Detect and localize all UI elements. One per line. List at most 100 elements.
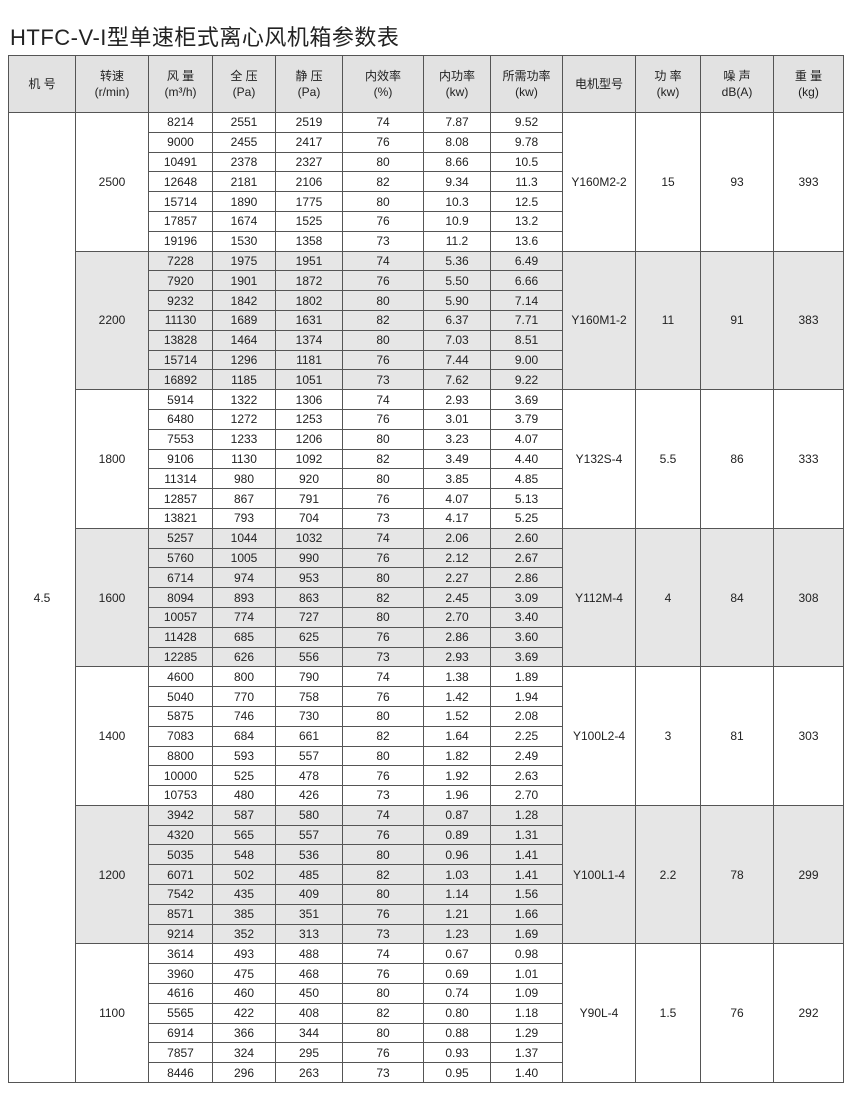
value-cell: 6480 — [148, 408, 213, 430]
noise: 86 — [700, 389, 774, 529]
value-cell: 11314 — [148, 468, 213, 490]
value-cell: 893 — [212, 587, 276, 608]
table-row: 11428 685 625 76 2.86 3.60 — [9, 626, 844, 648]
value-cell: 480 — [212, 785, 276, 806]
header-cell: 噪 声 dB(A) — [700, 55, 774, 113]
value-cell: 0.98 — [490, 943, 563, 965]
motor: Y90L-4 — [562, 943, 636, 1084]
value-cell: 1181 — [275, 349, 343, 371]
table-row: 7857 324 295 76 0.93 1.37 — [9, 1042, 844, 1064]
speed: 2200 — [75, 250, 149, 391]
value-cell: 536 — [275, 844, 343, 866]
value-cell: 867 — [212, 488, 276, 509]
value-cell: 8.08 — [423, 131, 491, 153]
value-cell: 76 — [342, 349, 424, 371]
header-cell: 电机型号 — [562, 55, 636, 113]
power: 1.5 — [635, 943, 701, 1084]
table-row: 8800 593 557 80 1.82 2.49 — [9, 745, 844, 767]
motor: Y112M-4 — [562, 527, 636, 668]
value-cell: 3.69 — [490, 389, 563, 410]
noise: 84 — [700, 527, 774, 668]
header-line: 功 率 — [654, 69, 682, 83]
value-cell: 9214 — [148, 923, 213, 945]
value-cell: 2.93 — [423, 646, 491, 668]
header-line: 噪 声 — [723, 69, 751, 83]
value-cell: 1.82 — [423, 745, 491, 767]
value-cell: 82 — [342, 171, 424, 193]
value-cell: 1.89 — [490, 666, 563, 688]
value-cell: 76 — [342, 626, 424, 648]
header-line: 机 号 — [28, 77, 56, 91]
value-cell: 1872 — [275, 270, 343, 292]
value-cell: 7.14 — [490, 290, 563, 311]
value-cell: 1.28 — [490, 804, 563, 826]
value-cell: 11.2 — [423, 230, 491, 252]
value-cell: 1.42 — [423, 686, 491, 707]
table-row: 1600 5257 1044 1032 74 2.06 2.60 Y112M-4 4 84 308 — [9, 527, 844, 668]
noise: 91 — [700, 250, 774, 391]
value-cell: 74 — [342, 389, 424, 410]
header-cell: 重 量 (kg) — [773, 55, 844, 113]
value-cell: 1.09 — [490, 983, 563, 1004]
value-cell: 76 — [342, 408, 424, 430]
value-cell: 587 — [212, 804, 276, 826]
value-cell: 74 — [342, 250, 424, 272]
value-cell: 352 — [212, 923, 276, 945]
value-cell: 0.93 — [423, 1042, 491, 1064]
value-cell: 8.66 — [423, 151, 491, 173]
header-line: (kw) — [515, 85, 538, 99]
value-cell: 2455 — [212, 131, 276, 153]
value-cell: 1.64 — [423, 725, 491, 747]
value-cell: 2106 — [275, 171, 343, 193]
table-row: 6714 974 953 80 2.27 2.86 — [9, 567, 844, 589]
value-cell: 5.90 — [423, 290, 491, 311]
value-cell: 2.08 — [490, 705, 563, 727]
value-cell: 80 — [342, 745, 424, 767]
value-cell: 980 — [212, 468, 276, 490]
table-row: 5040 770 758 76 1.42 1.94 — [9, 686, 844, 707]
value-cell: 8214 — [148, 112, 213, 133]
value-cell: 1.40 — [490, 1062, 563, 1084]
value-cell: 684 — [212, 725, 276, 747]
value-cell: 974 — [212, 567, 276, 589]
value-cell: 5257 — [148, 527, 213, 549]
value-cell: 6.49 — [490, 250, 563, 272]
value-cell: 3614 — [148, 943, 213, 965]
header-line: 全 压 — [230, 69, 258, 83]
table-row: 15714 1296 1181 76 7.44 9.00 — [9, 349, 844, 371]
header-line: dB(A) — [721, 85, 753, 99]
header-cell: 所需功率 (kw) — [490, 55, 563, 113]
value-cell: 7920 — [148, 270, 213, 292]
value-cell: 296 — [212, 1062, 276, 1084]
value-cell: 1890 — [212, 191, 276, 212]
value-cell: 80 — [342, 191, 424, 212]
header-row: 机 号 转速 (r/min) 风 量 (m³/h) 全 压 (Pa) 静 压 (Pa) 内效率 (%… — [8, 55, 844, 113]
value-cell: 2.06 — [423, 527, 491, 549]
value-cell: 7.71 — [490, 309, 563, 331]
value-cell: 1.03 — [423, 864, 491, 886]
value-cell: 80 — [342, 428, 424, 450]
value-cell: 1.41 — [490, 844, 563, 866]
value-cell: 366 — [212, 1022, 276, 1044]
table-row: 5035 548 536 80 0.96 1.41 — [9, 844, 844, 866]
header-line: (%) — [373, 85, 393, 99]
value-cell: 9106 — [148, 448, 213, 470]
header-line: 重 量 — [794, 69, 823, 83]
table-row: 15714 1890 1775 80 10.3 12.5 — [9, 191, 844, 212]
value-cell: 80 — [342, 151, 424, 173]
value-cell: 1775 — [275, 191, 343, 212]
value-cell: 13828 — [148, 329, 213, 351]
value-cell: 1951 — [275, 250, 343, 272]
value-cell: 1.31 — [490, 824, 563, 846]
value-cell: 1.01 — [490, 963, 563, 985]
value-cell: 73 — [342, 646, 424, 668]
value-cell: 920 — [275, 468, 343, 490]
value-cell: 3.49 — [423, 448, 491, 470]
table-row: 5875 746 730 80 1.52 2.08 — [9, 705, 844, 727]
value-cell: 9.52 — [490, 112, 563, 133]
value-cell: 1525 — [275, 210, 343, 232]
value-cell: 80 — [342, 468, 424, 490]
value-cell: 82 — [342, 864, 424, 886]
table-row: 8094 893 863 82 2.45 3.09 — [9, 587, 844, 608]
value-cell: 1.23 — [423, 923, 491, 945]
